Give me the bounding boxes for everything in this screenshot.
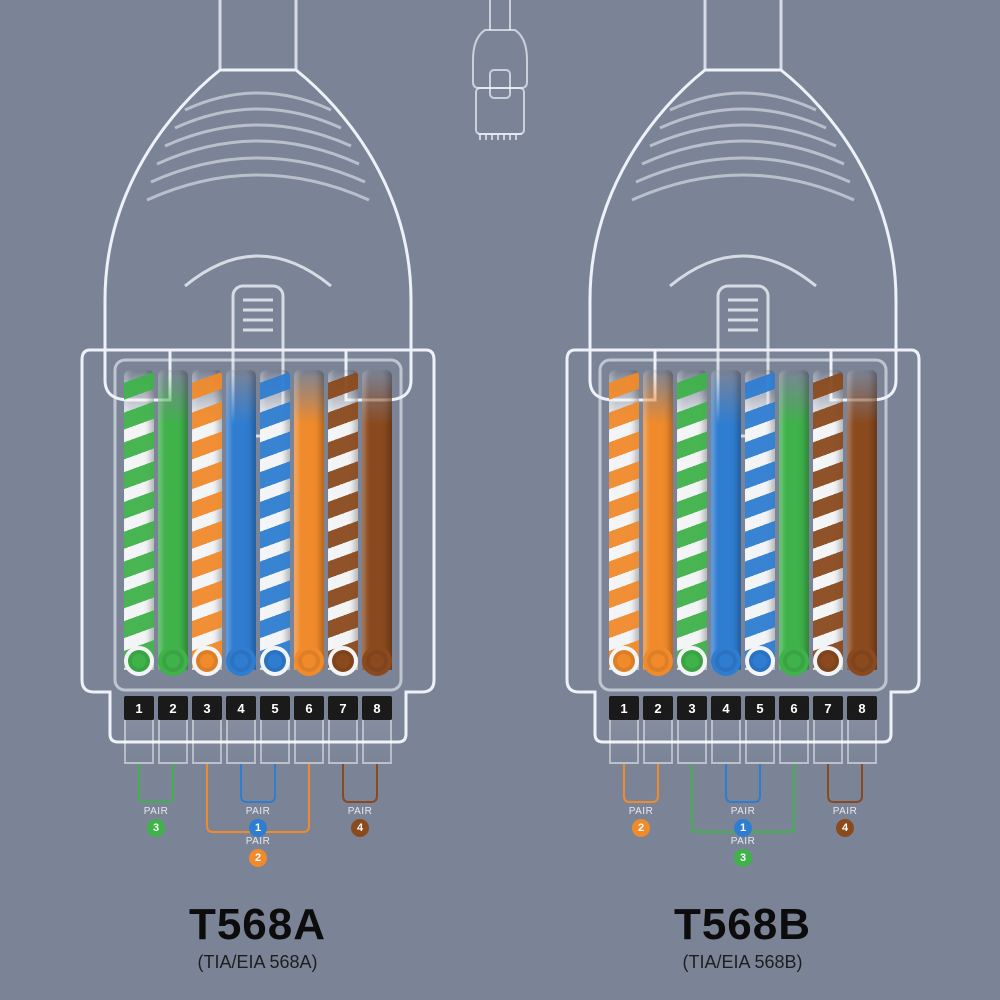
pair-label-text: PAIR	[721, 806, 765, 817]
pair-label: PAIR 2	[619, 806, 663, 837]
pair-number: 3	[734, 849, 752, 867]
pair-number: 4	[836, 819, 854, 837]
pair-label-text: PAIR	[134, 806, 178, 817]
pair-label: PAIR 2	[236, 836, 280, 867]
pair-label-text: PAIR	[236, 836, 280, 847]
pair-number: 3	[147, 819, 165, 837]
pair-number: 4	[351, 819, 369, 837]
subtitle-text: (TIA/EIA 568B)	[520, 952, 965, 973]
pair-label: PAIR 1	[236, 806, 280, 837]
connector-t568b: 12345678 T568B (TIA/EIA 568B) PAIR 2PAIR…	[520, 0, 965, 1000]
pair-number: 2	[632, 819, 650, 837]
title-text: T568A	[35, 900, 480, 950]
pair-number: 2	[249, 849, 267, 867]
pair-number: 1	[249, 819, 267, 837]
pair-label-text: PAIR	[619, 806, 663, 817]
pair-label-text: PAIR	[823, 806, 867, 817]
pair-number: 1	[734, 819, 752, 837]
pair-label: PAIR 3	[721, 836, 765, 867]
subtitle-text: (TIA/EIA 568A)	[35, 952, 480, 973]
pair-label-text: PAIR	[721, 836, 765, 847]
pair-label: PAIR 4	[338, 806, 382, 837]
pair-label: PAIR 4	[823, 806, 867, 837]
pair-label: PAIR 1	[721, 806, 765, 837]
pair-label-text: PAIR	[338, 806, 382, 817]
standard-title: T568A (TIA/EIA 568A)	[35, 900, 480, 973]
pair-label: PAIR 3	[134, 806, 178, 837]
connector-t568a: 12345678 T568A (TIA/EIA 568A) PAIR 3PAIR…	[35, 0, 480, 1000]
title-text: T568B	[520, 900, 965, 950]
standard-title: T568B (TIA/EIA 568B)	[520, 900, 965, 973]
diagram-canvas: 12345678 T568A (TIA/EIA 568A) PAIR 3PAIR…	[0, 0, 1000, 1000]
pair-label-text: PAIR	[236, 806, 280, 817]
